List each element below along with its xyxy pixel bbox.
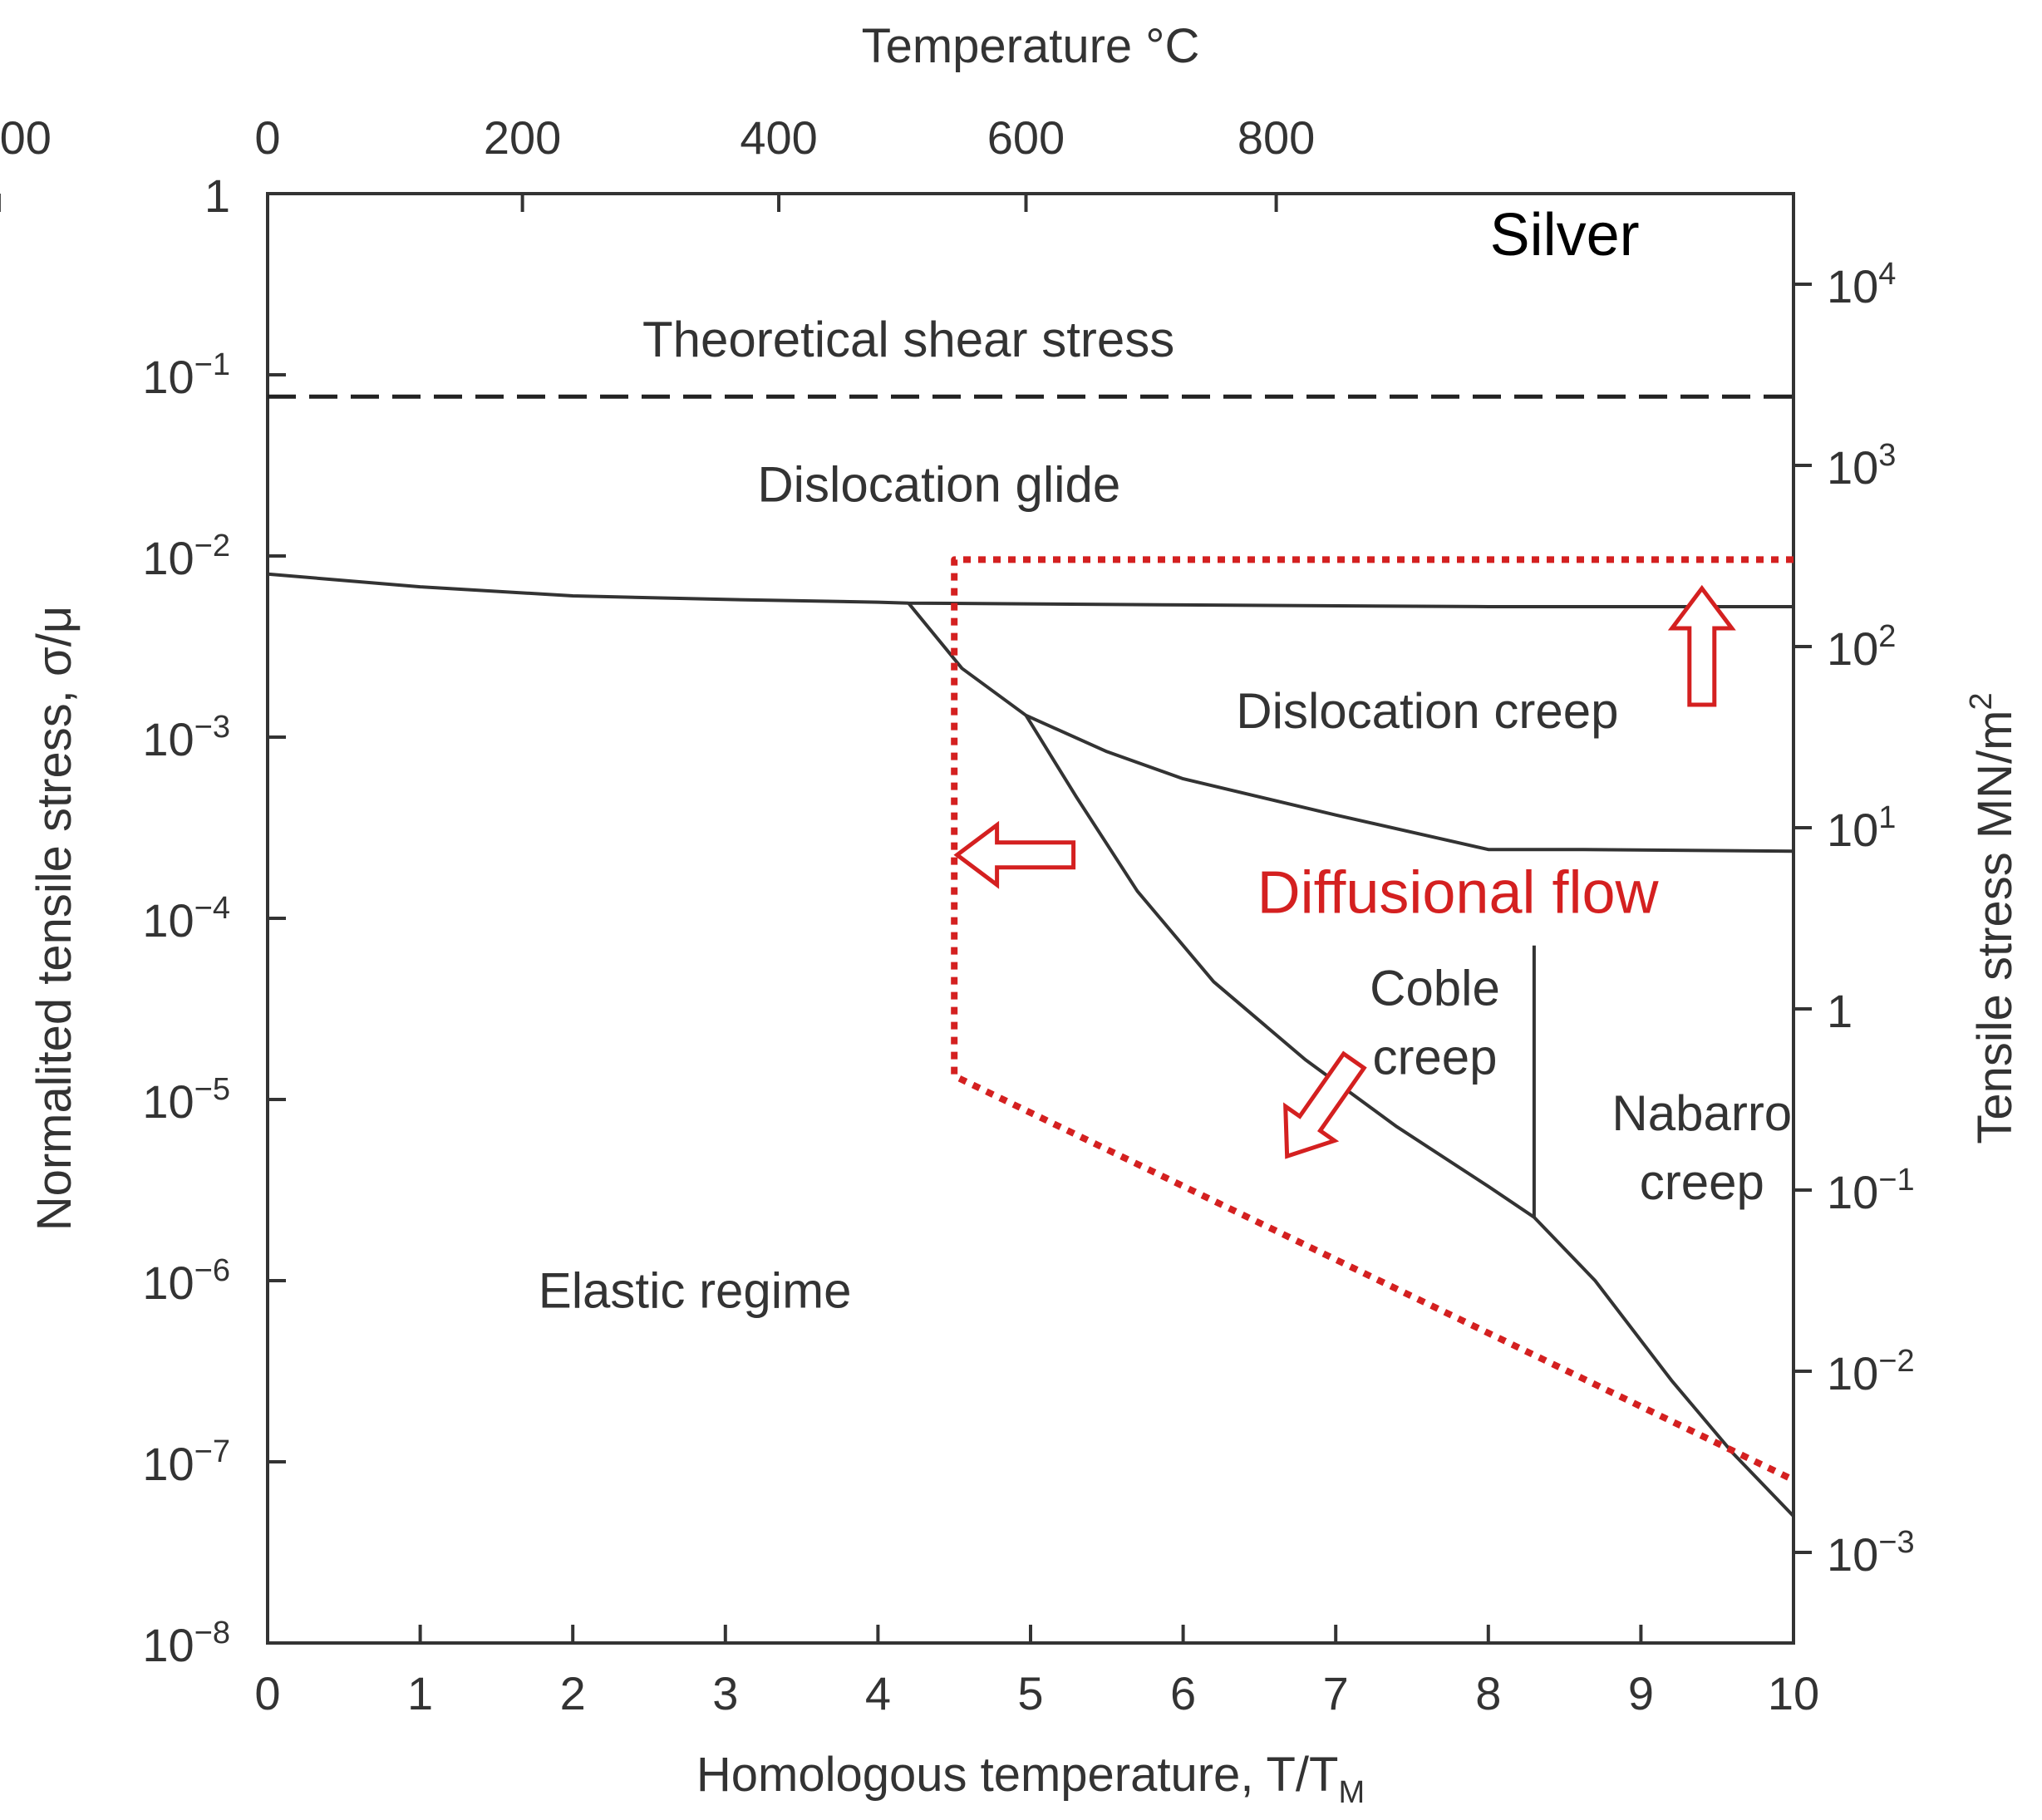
x-tick-label: 3 [712, 1667, 738, 1719]
x-axis-title-main: Homologous temperature, T/T [696, 1748, 1339, 1802]
y-tick-label: 10−8 [142, 1616, 230, 1671]
left-axis-title: Normalited tensile stress, σ/μ [27, 606, 81, 1232]
annotation-region: creep [1372, 1030, 1497, 1085]
top-tick-label: 800 [1238, 111, 1315, 164]
series-creep-upper-boundary [907, 602, 1794, 853]
series-diffusional-flow-region [951, 556, 1795, 1483]
annotation-region: Coble [1370, 961, 1500, 1016]
top-tick-label: 400 [740, 111, 817, 164]
y-tick-label: 10−3 [142, 710, 230, 765]
annotation-region: Nabarro [1611, 1085, 1792, 1141]
annotation-layer: Silver Theoretical shear stress Dislocatio… [539, 202, 1792, 1319]
top-tick-label: 0 [254, 111, 280, 164]
tick-label-layer: 0 1 2 3 4 5 6 7 8 9 10110−110−210−310−410−510−610−… [0, 111, 1915, 1719]
y-tick-label: 10−2 [142, 529, 230, 584]
y-tick-label: 1 [204, 170, 230, 222]
top-axis-title: Temperature °C [862, 19, 1200, 73]
right-tick-label: 103 [1827, 438, 1896, 494]
arrow-left [953, 820, 1076, 889]
right-tick-label: 101 [1827, 800, 1896, 856]
y-tick-label: 10−6 [142, 1253, 230, 1309]
x-tick-label: 4 [865, 1667, 891, 1719]
x-tick-label: 7 [1323, 1667, 1349, 1719]
x-tick-label: 5 [1017, 1667, 1043, 1719]
arrow-up-shape [1667, 584, 1736, 707]
series-glide-boundary [267, 572, 1794, 608]
arrow-down-left-shape [1283, 1050, 1367, 1159]
annotation-region: Theoretical shear stress [642, 312, 1174, 367]
top-tick-label: 600 [987, 111, 1065, 164]
x-tick-label: 2 [560, 1667, 586, 1719]
right-tick-label: 10−1 [1827, 1163, 1915, 1218]
x-tick-label: 10 [1768, 1667, 1819, 1719]
bottom-axis-title: Homologous temperature, T/TM [696, 1748, 1365, 1810]
arrow-down-left [1283, 1050, 1367, 1159]
x-axis-title-sub: M [1338, 1775, 1365, 1810]
annotation-region: Dislocation glide [757, 457, 1120, 513]
y-tick-label: 10−5 [142, 1072, 230, 1128]
annotation-region: creep [1640, 1154, 1764, 1210]
annotation-region: Elastic regime [539, 1263, 852, 1319]
x-tick-label: 1 [407, 1667, 433, 1719]
x-tick-label: 8 [1475, 1667, 1501, 1719]
right-axis-title: Tensile stress MN/m2 [1964, 692, 2022, 1144]
axis-ticks [0, 192, 1812, 1645]
series-coble-boundary [1024, 714, 1795, 1517]
y2-axis-title-sup: 2 [1964, 692, 1999, 710]
right-tick-label: 1 [1827, 985, 1853, 1037]
series-layer [267, 394, 1795, 1517]
right-tick-label: 10−3 [1827, 1525, 1915, 1581]
right-tick-label: 102 [1827, 619, 1896, 675]
right-tick-label: 10−2 [1827, 1344, 1915, 1399]
y-tick-label: 10−1 [142, 347, 230, 403]
annotation-region: Dislocation creep [1236, 683, 1618, 739]
arrow-layer [953, 584, 1736, 1159]
top-tick-label: −200 [0, 111, 52, 164]
y-tick-label: 10−7 [142, 1434, 230, 1490]
arrow-up [1667, 584, 1736, 707]
arrow-left-shape [953, 820, 1076, 889]
x-tick-label: 0 [254, 1667, 280, 1719]
right-tick-label: 104 [1827, 257, 1896, 312]
x-tick-label: 9 [1628, 1667, 1654, 1719]
top-tick-label: 200 [484, 111, 561, 164]
y-tick-label: 10−4 [142, 891, 230, 947]
x-tick-label: 6 [1170, 1667, 1196, 1719]
annotation-diffusional: Diffusional flow [1257, 860, 1660, 927]
annotation-title: Silver [1490, 202, 1640, 268]
y2-axis-title-main: Tensile stress MN/m [1968, 711, 2022, 1144]
